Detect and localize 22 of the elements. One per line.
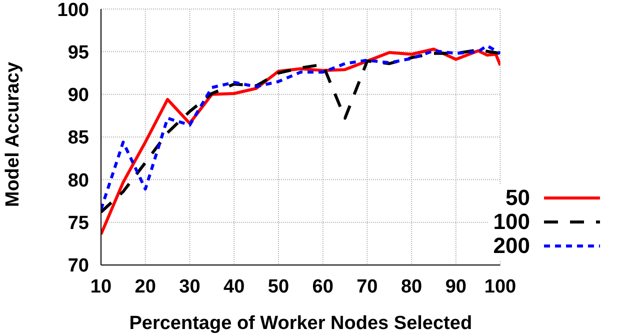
x-tick-label: 40 [224,276,245,298]
y-tick-label: 85 [68,128,90,149]
y-tick-label: 75 [68,213,90,234]
y-tick-label: 100 [57,0,89,21]
x-axis-title: Percentage of Worker Nodes Selected [129,313,472,334]
x-tick-label: 10 [90,276,112,298]
legend-label: 50 [506,185,530,210]
x-tick-label: 30 [179,276,200,298]
x-tick-label: 60 [312,276,334,298]
legend-label: 100 [493,209,530,234]
y-tick-label: 70 [68,256,89,277]
x-tick-label: 90 [445,276,466,298]
legend-label: 200 [493,233,530,258]
y-tick-label: 90 [68,85,89,106]
y-axis-title: Model Accuracy [2,62,24,207]
x-tick-label: 20 [134,276,156,298]
x-tick-label: 100 [484,276,516,298]
y-tick-label: 95 [68,42,90,64]
x-tick-label: 80 [400,276,422,298]
y-tick-label: 80 [68,170,89,192]
x-tick-label: 50 [268,276,290,298]
x-tick-label: 70 [356,276,378,298]
